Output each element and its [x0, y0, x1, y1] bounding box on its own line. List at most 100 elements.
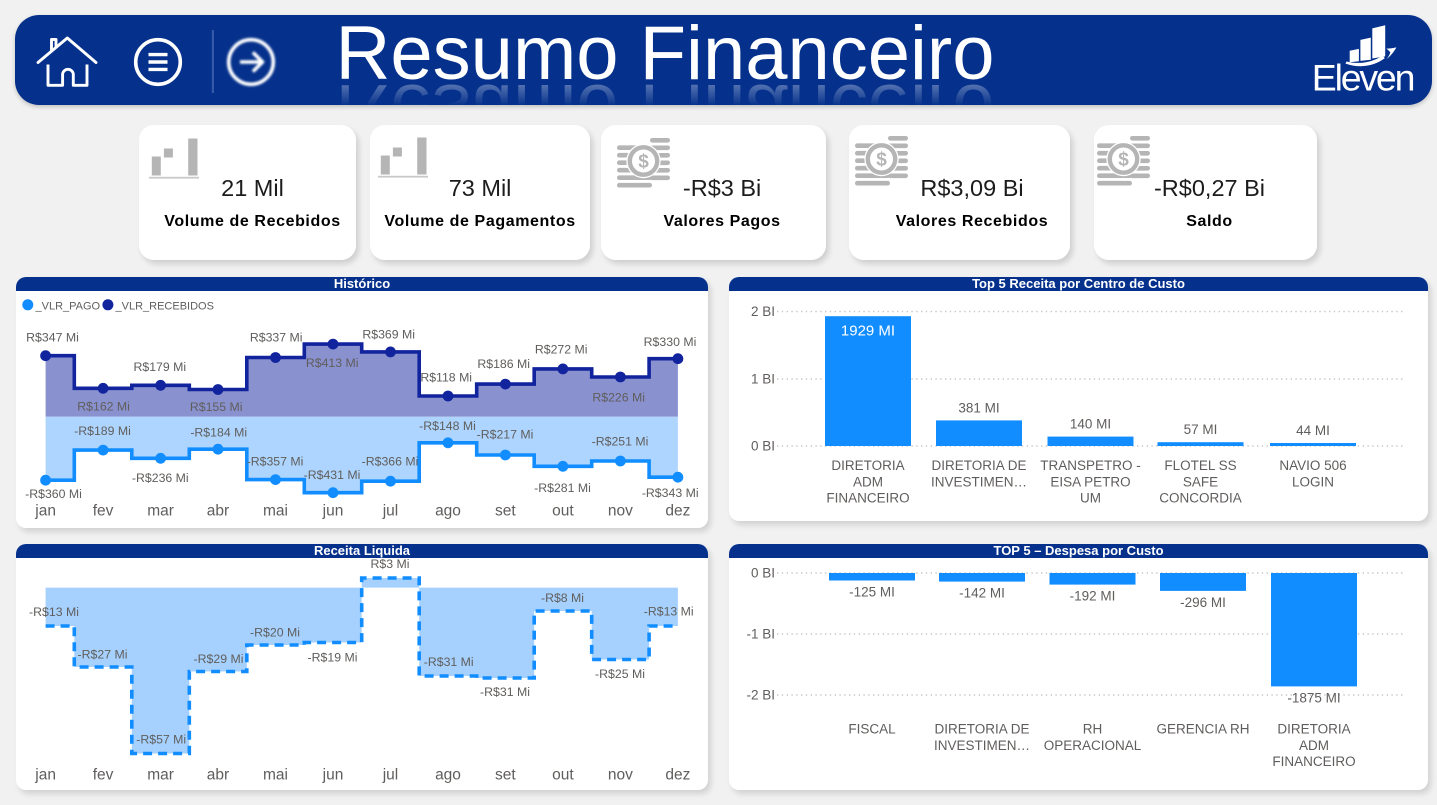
svg-text:DIRETORIA: DIRETORIA	[831, 458, 904, 473]
svg-text:EISA PETRO: EISA PETRO	[1050, 474, 1130, 489]
svg-text:CONCORDIA: CONCORDIA	[1159, 491, 1242, 506]
svg-text:DIRETORIA DE: DIRETORIA DE	[934, 722, 1029, 737]
svg-text:-R$27 Mi: -R$27 Mi	[78, 648, 128, 662]
svg-text:LOGIN: LOGIN	[1292, 474, 1334, 489]
svg-text:_VLR_RECEBIDOS: _VLR_RECEBIDOS	[115, 301, 214, 313]
svg-text:SAFE: SAFE	[1183, 474, 1218, 489]
svg-text:57 MI: 57 MI	[1184, 422, 1218, 437]
svg-text:-R$360 Mi: -R$360 Mi	[25, 487, 82, 501]
svg-text:_VLR_PAGO: _VLR_PAGO	[35, 301, 101, 313]
svg-text:jul: jul	[382, 767, 399, 784]
svg-text:140 MI: 140 MI	[1070, 417, 1111, 432]
svg-text:44 MI: 44 MI	[1296, 423, 1330, 438]
svg-text:INVESTIMEN…: INVESTIMEN…	[931, 474, 1027, 489]
svg-text:dez: dez	[665, 767, 690, 784]
svg-text:FISCAL: FISCAL	[848, 722, 896, 737]
svg-text:nov: nov	[608, 503, 633, 520]
svg-text:R$179 Mi: R$179 Mi	[133, 360, 186, 374]
svg-text:Eleven: Eleven	[1312, 57, 1414, 99]
svg-text:jan: jan	[34, 503, 56, 520]
svg-text:R$369 Mi: R$369 Mi	[362, 328, 415, 342]
svg-text:FINANCEIRO: FINANCEIRO	[1272, 754, 1355, 769]
svg-text:-192 MI: -192 MI	[1070, 589, 1116, 604]
svg-text:0 BI: 0 BI	[751, 566, 775, 581]
svg-text:R$3 Mi: R$3 Mi	[371, 557, 410, 571]
svg-text:-R$57 Mi: -R$57 Mi	[136, 733, 186, 747]
svg-text:-125 MI: -125 MI	[849, 585, 895, 600]
svg-text:mai: mai	[263, 767, 288, 784]
svg-text:UM: UM	[1080, 491, 1101, 506]
svg-text:ADM: ADM	[853, 474, 883, 489]
svg-text:-R$431 Mi: -R$431 Mi	[304, 468, 361, 482]
svg-text:-R$31 Mi: -R$31 Mi	[424, 655, 474, 669]
svg-text:R$155 Mi: R$155 Mi	[190, 400, 243, 414]
svg-text:NAVIO 506: NAVIO 506	[1279, 458, 1346, 473]
svg-text:-R$19 Mi: -R$19 Mi	[308, 651, 358, 665]
svg-text:mar: mar	[147, 503, 174, 520]
svg-text:-296 MI: -296 MI	[1180, 595, 1226, 610]
svg-text:INVESTIMEN…: INVESTIMEN…	[934, 738, 1030, 753]
svg-text:R$118 Mi: R$118 Mi	[420, 371, 472, 385]
svg-text:R$337 Mi: R$337 Mi	[250, 331, 303, 345]
svg-text:RH: RH	[1083, 722, 1103, 737]
svg-text:-R$13 Mi: -R$13 Mi	[29, 605, 79, 619]
svg-text:DIRETORIA: DIRETORIA	[1277, 722, 1350, 737]
svg-text:ago: ago	[435, 767, 461, 784]
svg-text:jan: jan	[34, 767, 56, 784]
svg-text:0 BI: 0 BI	[751, 439, 775, 454]
svg-text:R$347 Mi: R$347 Mi	[26, 331, 79, 345]
svg-text:-R$366 Mi: -R$366 Mi	[362, 454, 419, 468]
svg-text:R$226 Mi: R$226 Mi	[592, 391, 645, 405]
svg-text:set: set	[495, 503, 516, 520]
svg-text:-R$31 Mi: -R$31 Mi	[480, 685, 530, 699]
svg-text:-R$217 Mi: -R$217 Mi	[477, 427, 534, 441]
svg-text:-1875 MI: -1875 MI	[1287, 690, 1340, 705]
svg-text:-R$25 Mi: -R$25 Mi	[595, 667, 645, 681]
svg-text:mar: mar	[147, 767, 174, 784]
svg-text:jul: jul	[382, 503, 399, 520]
svg-text:2 BI: 2 BI	[751, 304, 775, 319]
svg-text:R$162 Mi: R$162 Mi	[77, 400, 130, 414]
svg-text:1929 MI: 1929 MI	[841, 323, 895, 340]
svg-text:-R$189 Mi: -R$189 Mi	[74, 424, 131, 438]
svg-text:mai: mai	[263, 503, 288, 520]
svg-text:-R$343 Mi: -R$343 Mi	[642, 486, 699, 500]
svg-text:DIRETORIA DE: DIRETORIA DE	[931, 458, 1026, 473]
svg-text:dez: dez	[665, 503, 690, 520]
svg-text:ADM: ADM	[1299, 738, 1329, 753]
svg-text:$: $	[876, 150, 887, 171]
svg-text:abr: abr	[207, 767, 229, 784]
svg-text:FINANCEIRO: FINANCEIRO	[826, 491, 909, 506]
svg-text:-R$29 Mi: -R$29 Mi	[194, 652, 244, 666]
svg-text:out: out	[552, 767, 574, 784]
svg-text:-R$20 Mi: -R$20 Mi	[250, 626, 300, 640]
svg-text:TRANSPETRO -: TRANSPETRO -	[1040, 458, 1141, 473]
svg-text:-2 BI: -2 BI	[746, 688, 775, 703]
svg-text:R$272 Mi: R$272 Mi	[535, 343, 588, 357]
svg-text:1 BI: 1 BI	[751, 372, 775, 387]
svg-text:381 MI: 381 MI	[958, 400, 999, 415]
svg-text:R$330 Mi: R$330 Mi	[644, 335, 697, 349]
svg-text:jun: jun	[322, 503, 344, 520]
svg-text:-R$13 Mi: -R$13 Mi	[644, 605, 694, 619]
svg-text:FLOTEL SS: FLOTEL SS	[1164, 458, 1236, 473]
svg-text:OPERACIONAL: OPERACIONAL	[1044, 738, 1142, 753]
svg-text:set: set	[495, 767, 516, 784]
svg-text:abr: abr	[207, 503, 229, 520]
svg-text:ago: ago	[435, 503, 461, 520]
svg-text:out: out	[552, 503, 574, 520]
svg-text:-R$281 Mi: -R$281 Mi	[534, 481, 591, 495]
svg-text:-R$251 Mi: -R$251 Mi	[592, 434, 649, 448]
svg-text:GERENCIA RH: GERENCIA RH	[1156, 722, 1249, 737]
svg-text:-R$236 Mi: -R$236 Mi	[132, 471, 189, 485]
svg-text:R$186 Mi: R$186 Mi	[477, 357, 530, 371]
svg-text:fev: fev	[93, 767, 114, 784]
svg-text:nov: nov	[608, 767, 633, 784]
svg-text:-R$357 Mi: -R$357 Mi	[247, 454, 304, 468]
svg-text:-R$184 Mi: -R$184 Mi	[190, 425, 247, 439]
svg-text:$: $	[638, 151, 649, 172]
svg-text:-R$8 Mi: -R$8 Mi	[541, 591, 584, 605]
svg-text:-1 BI: -1 BI	[746, 627, 775, 642]
svg-text:-R$148 Mi: -R$148 Mi	[419, 419, 476, 433]
svg-text:R$413 Mi: R$413 Mi	[306, 356, 359, 370]
